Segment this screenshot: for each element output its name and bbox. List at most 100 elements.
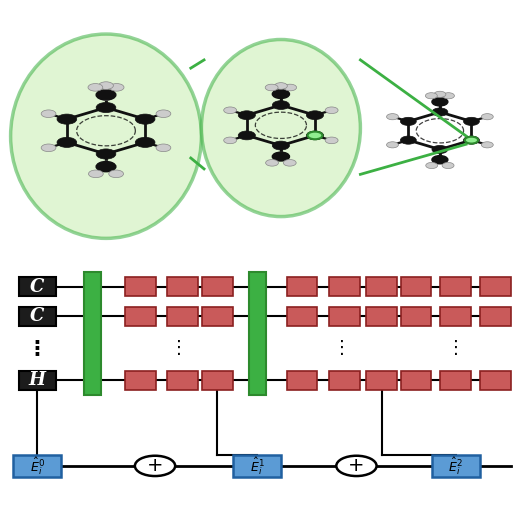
Bar <box>13 454 61 477</box>
Circle shape <box>96 149 116 159</box>
Circle shape <box>57 114 77 124</box>
Circle shape <box>307 132 322 139</box>
Circle shape <box>426 93 437 99</box>
Circle shape <box>99 82 113 89</box>
Circle shape <box>272 89 289 99</box>
Circle shape <box>96 90 116 100</box>
Bar <box>440 371 471 390</box>
Bar <box>480 277 511 297</box>
Circle shape <box>57 137 77 148</box>
Bar <box>125 306 156 326</box>
Circle shape <box>481 114 493 120</box>
Circle shape <box>426 162 438 169</box>
Bar <box>329 306 360 326</box>
Text: ⋮: ⋮ <box>170 339 188 357</box>
Circle shape <box>275 152 287 159</box>
Circle shape <box>224 137 236 144</box>
Bar <box>167 306 198 326</box>
Circle shape <box>325 137 338 144</box>
Bar <box>440 277 471 297</box>
Circle shape <box>432 145 448 154</box>
Circle shape <box>156 110 171 118</box>
Bar <box>366 277 397 297</box>
FancyBboxPatch shape <box>19 306 56 326</box>
Circle shape <box>464 117 480 125</box>
Circle shape <box>465 137 478 143</box>
Circle shape <box>400 136 416 144</box>
Circle shape <box>442 162 454 169</box>
Text: ⋮: ⋮ <box>333 339 351 357</box>
Circle shape <box>434 100 446 106</box>
Bar <box>287 306 317 326</box>
Text: +: + <box>348 456 365 475</box>
Circle shape <box>464 136 480 144</box>
Bar <box>480 306 511 326</box>
Bar <box>440 306 471 326</box>
Circle shape <box>135 137 155 148</box>
Bar <box>233 454 281 477</box>
Circle shape <box>284 159 296 166</box>
Circle shape <box>238 111 255 120</box>
Bar <box>167 371 198 390</box>
Text: ⋮: ⋮ <box>447 339 465 357</box>
Circle shape <box>96 161 116 172</box>
Circle shape <box>135 114 155 124</box>
Circle shape <box>109 170 123 178</box>
Ellipse shape <box>201 40 360 216</box>
Circle shape <box>400 117 416 125</box>
Circle shape <box>88 84 103 91</box>
Circle shape <box>275 83 287 89</box>
Text: ⋮: ⋮ <box>26 338 48 358</box>
Circle shape <box>432 108 448 116</box>
Circle shape <box>224 107 236 114</box>
FancyBboxPatch shape <box>19 277 56 297</box>
Circle shape <box>41 110 56 118</box>
Circle shape <box>432 98 448 106</box>
Circle shape <box>272 101 289 109</box>
Bar <box>401 277 431 297</box>
Circle shape <box>443 93 454 99</box>
FancyBboxPatch shape <box>19 371 56 390</box>
Circle shape <box>386 114 399 120</box>
Bar <box>202 371 233 390</box>
Bar <box>202 277 233 297</box>
Circle shape <box>434 91 446 97</box>
Circle shape <box>434 156 446 162</box>
Circle shape <box>89 170 103 178</box>
Circle shape <box>41 144 56 152</box>
Text: C: C <box>30 278 45 296</box>
Circle shape <box>284 84 297 91</box>
Bar <box>480 371 511 390</box>
Circle shape <box>336 456 376 476</box>
Circle shape <box>265 84 278 91</box>
Bar <box>366 306 397 326</box>
Text: $\hat{E}_i^2$: $\hat{E}_i^2$ <box>448 455 463 476</box>
Text: C: C <box>30 307 45 325</box>
Text: H: H <box>29 371 46 390</box>
Circle shape <box>96 102 116 113</box>
Text: +: + <box>147 456 163 475</box>
Circle shape <box>266 159 278 166</box>
Bar <box>167 277 198 297</box>
Bar <box>287 371 317 390</box>
Circle shape <box>135 456 175 476</box>
Circle shape <box>306 111 324 120</box>
Circle shape <box>272 141 289 150</box>
Circle shape <box>325 107 338 114</box>
Circle shape <box>99 161 113 169</box>
Bar <box>366 371 397 390</box>
Bar <box>202 306 233 326</box>
Bar <box>432 454 480 477</box>
Ellipse shape <box>11 34 201 238</box>
Bar <box>125 371 156 390</box>
Bar <box>329 371 360 390</box>
Circle shape <box>481 142 493 148</box>
Text: $\hat{E}_i^0$: $\hat{E}_i^0$ <box>30 455 45 476</box>
Bar <box>287 277 317 297</box>
Circle shape <box>238 131 255 140</box>
Bar <box>249 272 266 395</box>
Text: $\hat{E}_i^1$: $\hat{E}_i^1$ <box>250 455 264 476</box>
Bar <box>125 277 156 297</box>
Circle shape <box>432 156 448 164</box>
Bar <box>401 371 431 390</box>
